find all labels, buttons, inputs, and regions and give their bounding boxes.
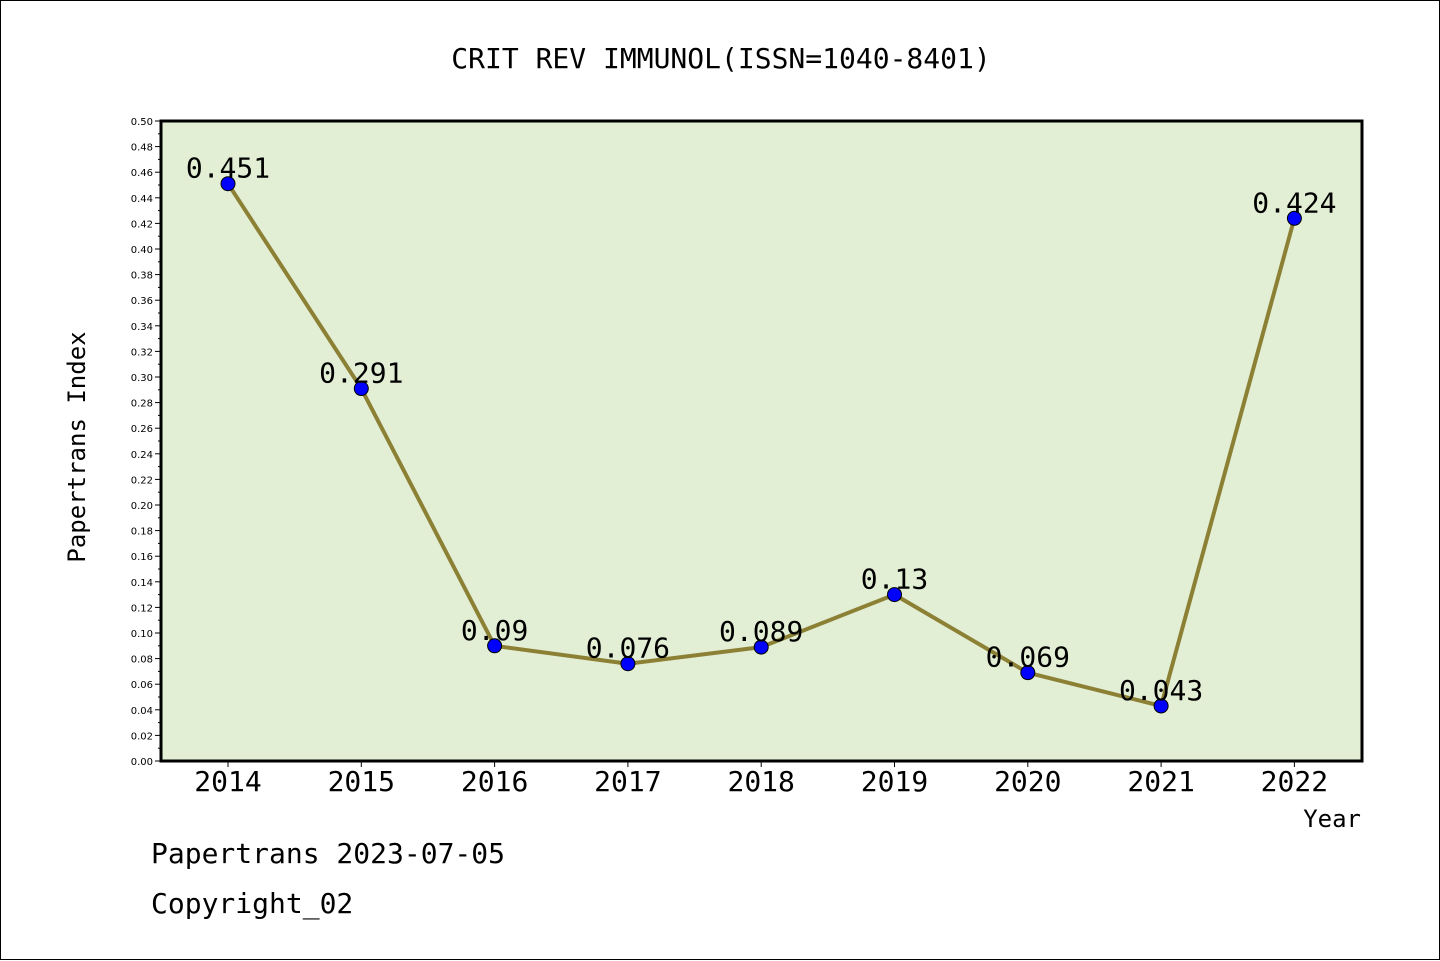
data-label: 0.089 <box>719 615 803 648</box>
chart-title: CRIT REV IMMUNOL(ISSN=1040-8401) <box>451 42 990 75</box>
data-label: 0.451 <box>186 152 270 185</box>
y-tick-label: 0.50 <box>131 117 153 128</box>
x-axis: 2014 2015 2016 2017 2018 2019 2020 2021 2022 <box>194 761 1328 798</box>
y-tick-label: 0.10 <box>131 629 153 640</box>
data-point <box>487 638 503 654</box>
data-point <box>753 639 769 655</box>
y-tick-label: 0.28 <box>131 399 153 410</box>
y-tick-label: 0.02 <box>131 731 153 742</box>
data-label: 0.424 <box>1252 186 1336 219</box>
footer-copyright: Copyright_02 <box>151 887 354 920</box>
data-point <box>220 176 236 192</box>
y-tick-label: 0.24 <box>131 450 153 461</box>
series-line: 0.451 0.291 0.09 0.076 0.089 0.13 0.069 0.043 0.… <box>186 152 1337 714</box>
x-tick-label: 2019 <box>861 765 928 798</box>
y-tick-label: 0.36 <box>131 296 153 307</box>
y-tick-label: 0.34 <box>131 322 153 333</box>
x-tick-label: 2021 <box>1127 765 1194 798</box>
data-point <box>1020 665 1036 681</box>
data-point <box>1286 210 1302 226</box>
data-label: 0.09 <box>461 614 528 647</box>
data-point <box>620 656 636 672</box>
data-point <box>1153 698 1169 714</box>
data-label: 0.291 <box>319 357 403 390</box>
y-tick-label: 0.30 <box>131 373 153 384</box>
x-tick-label: 2018 <box>727 765 794 798</box>
y-tick-label: 0.12 <box>131 603 153 614</box>
y-tick-label: 0.14 <box>131 578 153 589</box>
plot-area <box>159 119 1364 763</box>
data-point <box>887 587 902 603</box>
y-tick-label: 0.04 <box>131 706 153 717</box>
y-tick-label: 0.20 <box>131 501 153 512</box>
y-tick-label: 0.00 <box>131 757 153 768</box>
y-tick-label: 0.22 <box>131 475 153 486</box>
y-tick-label: 0.26 <box>131 424 153 435</box>
y-tick-label: 0.42 <box>131 219 153 230</box>
y-tick-label: 0.06 <box>131 680 153 691</box>
data-label: 0.069 <box>986 641 1070 674</box>
x-tick-label: 2015 <box>328 765 395 798</box>
y-axis-label: Papertrans Index <box>63 331 91 562</box>
y-tick-label: 0.32 <box>131 347 153 358</box>
x-tick-label: 2016 <box>461 765 528 798</box>
y-tick-label: 0.16 <box>131 552 153 563</box>
x-tick-label: 2022 <box>1261 765 1328 798</box>
x-axis-label: Year <box>1303 805 1361 833</box>
y-tick-label: 0.08 <box>131 655 153 666</box>
y-tick-label: 0.46 <box>131 168 153 179</box>
y-tick-label: 0.18 <box>131 527 153 538</box>
x-tick-label: 2017 <box>594 765 661 798</box>
footer-date: Papertrans 2023-07-05 <box>151 837 506 870</box>
data-point <box>353 381 369 397</box>
data-label: 0.13 <box>861 563 928 596</box>
x-tick-label: 2020 <box>994 765 1061 798</box>
y-axis: 0.00 0.02 0.04 0.06 0.08 0.10 0.12 0.14 0.16 0.18… <box>131 117 161 768</box>
y-tick-label: 0.44 <box>131 194 153 205</box>
x-tick-label: 2014 <box>194 765 261 798</box>
y-tick-label: 0.40 <box>131 245 153 256</box>
y-tick-label: 0.38 <box>131 271 153 282</box>
data-label: 0.043 <box>1119 674 1203 707</box>
data-label: 0.076 <box>586 632 670 665</box>
y-tick-label: 0.48 <box>131 143 153 154</box>
